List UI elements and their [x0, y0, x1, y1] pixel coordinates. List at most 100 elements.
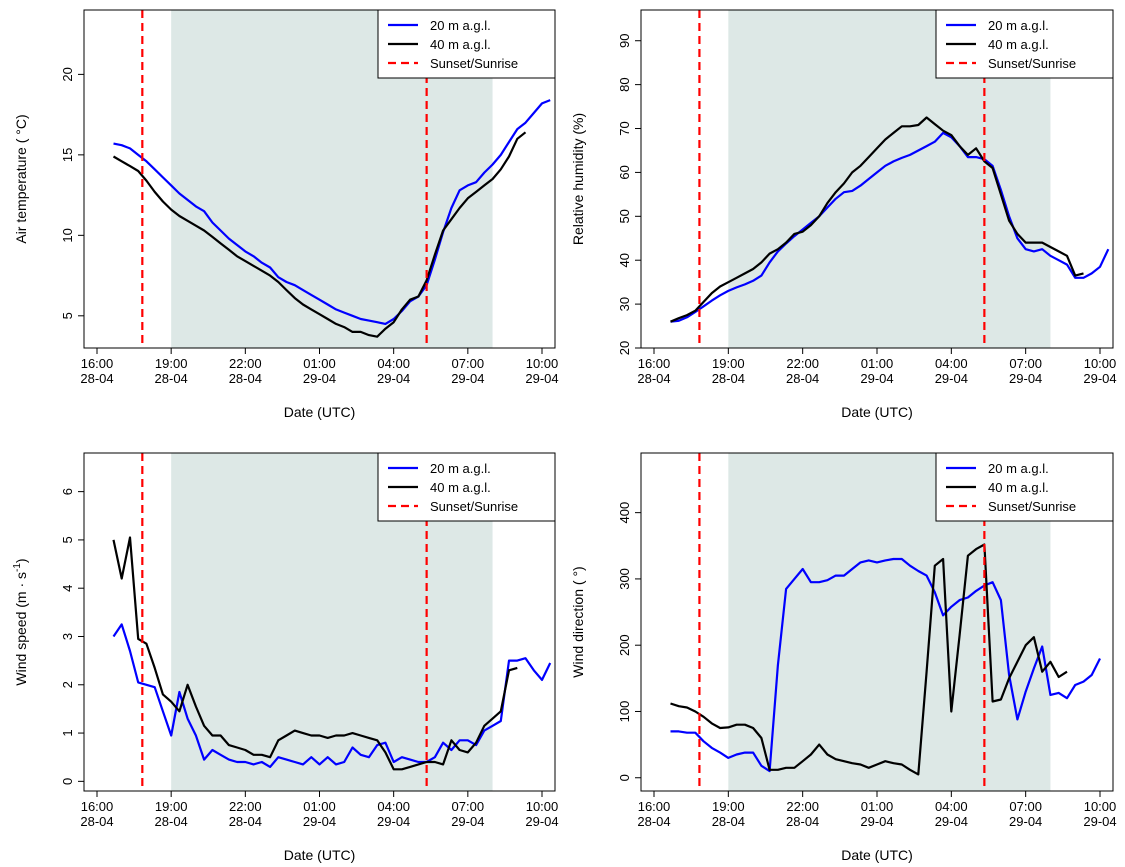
legend-label: Sunset/Sunrise [988, 56, 1076, 71]
x-tick-label: 07:00 [452, 356, 485, 371]
series-line-20m [113, 99, 551, 325]
y-axis-label: Wind speed (m · s-1) [12, 558, 29, 685]
chart-panel-3: 16:0028-0419:0028-0422:0028-0401:0029-04… [12, 452, 559, 863]
x-axis-label: Date (UTC) [284, 847, 356, 863]
y-tick-label: 15 [60, 148, 75, 162]
y-tick-label: 70 [617, 121, 632, 135]
x-tick-date: 28-04 [80, 814, 113, 829]
x-tick-label: 19:00 [712, 356, 745, 371]
x-axis-label: Date (UTC) [284, 404, 356, 420]
x-tick-label: 10:00 [1084, 356, 1117, 371]
x-tick-date: 29-04 [451, 371, 484, 386]
series-line-40m [112, 536, 518, 771]
legend-label: 40 m a.g.l. [430, 480, 491, 495]
x-tick-label: 16:00 [638, 356, 671, 371]
chart-panel-2: 16:0028-0419:0028-0422:0028-0401:0029-04… [570, 9, 1117, 420]
x-tick-date: 28-04 [229, 814, 262, 829]
x-tick-label: 19:00 [155, 799, 188, 814]
x-tick-date: 29-04 [860, 371, 893, 386]
x-tick-date: 28-04 [229, 371, 262, 386]
x-tick-label: 04:00 [377, 356, 410, 371]
x-tick-date: 28-04 [637, 814, 670, 829]
x-tick-label: 22:00 [786, 799, 819, 814]
y-tick-label: 5 [60, 536, 75, 543]
y-tick-label: 300 [617, 568, 632, 590]
legend-label: Sunset/Sunrise [430, 56, 518, 71]
y-tick-label: 10 [60, 228, 75, 242]
y-tick-label: 0 [617, 774, 632, 781]
x-tick-date: 28-04 [155, 814, 188, 829]
x-tick-label: 16:00 [638, 799, 671, 814]
x-tick-label: 10:00 [526, 799, 559, 814]
y-tick-label: 4 [60, 585, 75, 592]
x-tick-date: 29-04 [1009, 371, 1042, 386]
x-tick-label: 22:00 [786, 356, 819, 371]
y-tick-label: 20 [60, 67, 75, 81]
legend-label: 20 m a.g.l. [988, 461, 1049, 476]
x-tick-label: 19:00 [712, 799, 745, 814]
x-tick-label: 04:00 [935, 799, 968, 814]
x-tick-label: 01:00 [861, 356, 894, 371]
x-tick-date: 29-04 [1083, 371, 1116, 386]
x-tick-date: 29-04 [1083, 814, 1116, 829]
x-tick-label: 16:00 [81, 356, 114, 371]
x-tick-label: 04:00 [377, 799, 410, 814]
series-line-40m [670, 116, 1084, 323]
legend-label: 20 m a.g.l. [430, 461, 491, 476]
legend-label: 20 m a.g.l. [988, 18, 1049, 33]
series-line-40m [670, 543, 1068, 776]
x-tick-label: 01:00 [303, 799, 336, 814]
series-line-40m [112, 131, 527, 338]
x-tick-date: 29-04 [303, 814, 336, 829]
y-tick-label: 20 [617, 341, 632, 355]
chart-panel-1: 16:0028-0419:0028-0422:0028-0401:0029-04… [13, 9, 559, 420]
x-tick-label: 16:00 [81, 799, 114, 814]
x-tick-label: 01:00 [861, 799, 894, 814]
y-tick-label: 0 [60, 778, 75, 785]
x-tick-label: 10:00 [526, 356, 559, 371]
x-tick-date: 28-04 [80, 371, 113, 386]
legend-label: Sunset/Sunrise [988, 499, 1076, 514]
x-tick-date: 28-04 [637, 371, 670, 386]
x-tick-date: 29-04 [935, 371, 968, 386]
x-axis-label: Date (UTC) [841, 847, 913, 863]
y-tick-label: 200 [617, 634, 632, 656]
series-line-20m [670, 131, 1110, 323]
y-tick-label: 5 [60, 312, 75, 319]
x-tick-date: 29-04 [377, 814, 410, 829]
y-axis-label: Relative humidity (%) [570, 113, 586, 245]
y-tick-label: 60 [617, 165, 632, 179]
x-tick-label: 10:00 [1084, 799, 1117, 814]
y-tick-label: 90 [617, 33, 632, 47]
x-tick-label: 07:00 [1009, 356, 1042, 371]
x-tick-date: 29-04 [303, 371, 336, 386]
x-tick-date: 28-04 [786, 371, 819, 386]
y-axis-label: Air temperature ( °C) [13, 114, 29, 243]
y-tick-label: 50 [617, 209, 632, 223]
y-tick-label: 80 [617, 77, 632, 91]
y-tick-label: 30 [617, 297, 632, 311]
x-tick-date: 29-04 [860, 814, 893, 829]
x-tick-date: 28-04 [786, 814, 819, 829]
x-tick-date: 29-04 [451, 814, 484, 829]
x-axis-label: Date (UTC) [841, 404, 913, 420]
y-tick-label: 40 [617, 253, 632, 267]
x-tick-date: 29-04 [525, 814, 558, 829]
legend-label: 40 m a.g.l. [988, 37, 1049, 52]
y-tick-label: 3 [60, 633, 75, 640]
y-tick-label: 400 [617, 502, 632, 524]
x-tick-date: 29-04 [525, 371, 558, 386]
legend-label: 40 m a.g.l. [430, 37, 491, 52]
y-tick-label: 2 [60, 681, 75, 688]
legend-label: 40 m a.g.l. [988, 480, 1049, 495]
chart-panel-4: 16:0028-0419:0028-0422:0028-0401:0029-04… [570, 452, 1117, 863]
x-tick-label: 22:00 [229, 356, 262, 371]
x-tick-label: 04:00 [935, 356, 968, 371]
y-axis-label: Wind direction ( °) [570, 566, 586, 677]
x-tick-label: 07:00 [452, 799, 485, 814]
x-tick-date: 29-04 [1009, 814, 1042, 829]
x-tick-label: 22:00 [229, 799, 262, 814]
y-tick-label: 1 [60, 729, 75, 736]
x-tick-date: 28-04 [712, 814, 745, 829]
